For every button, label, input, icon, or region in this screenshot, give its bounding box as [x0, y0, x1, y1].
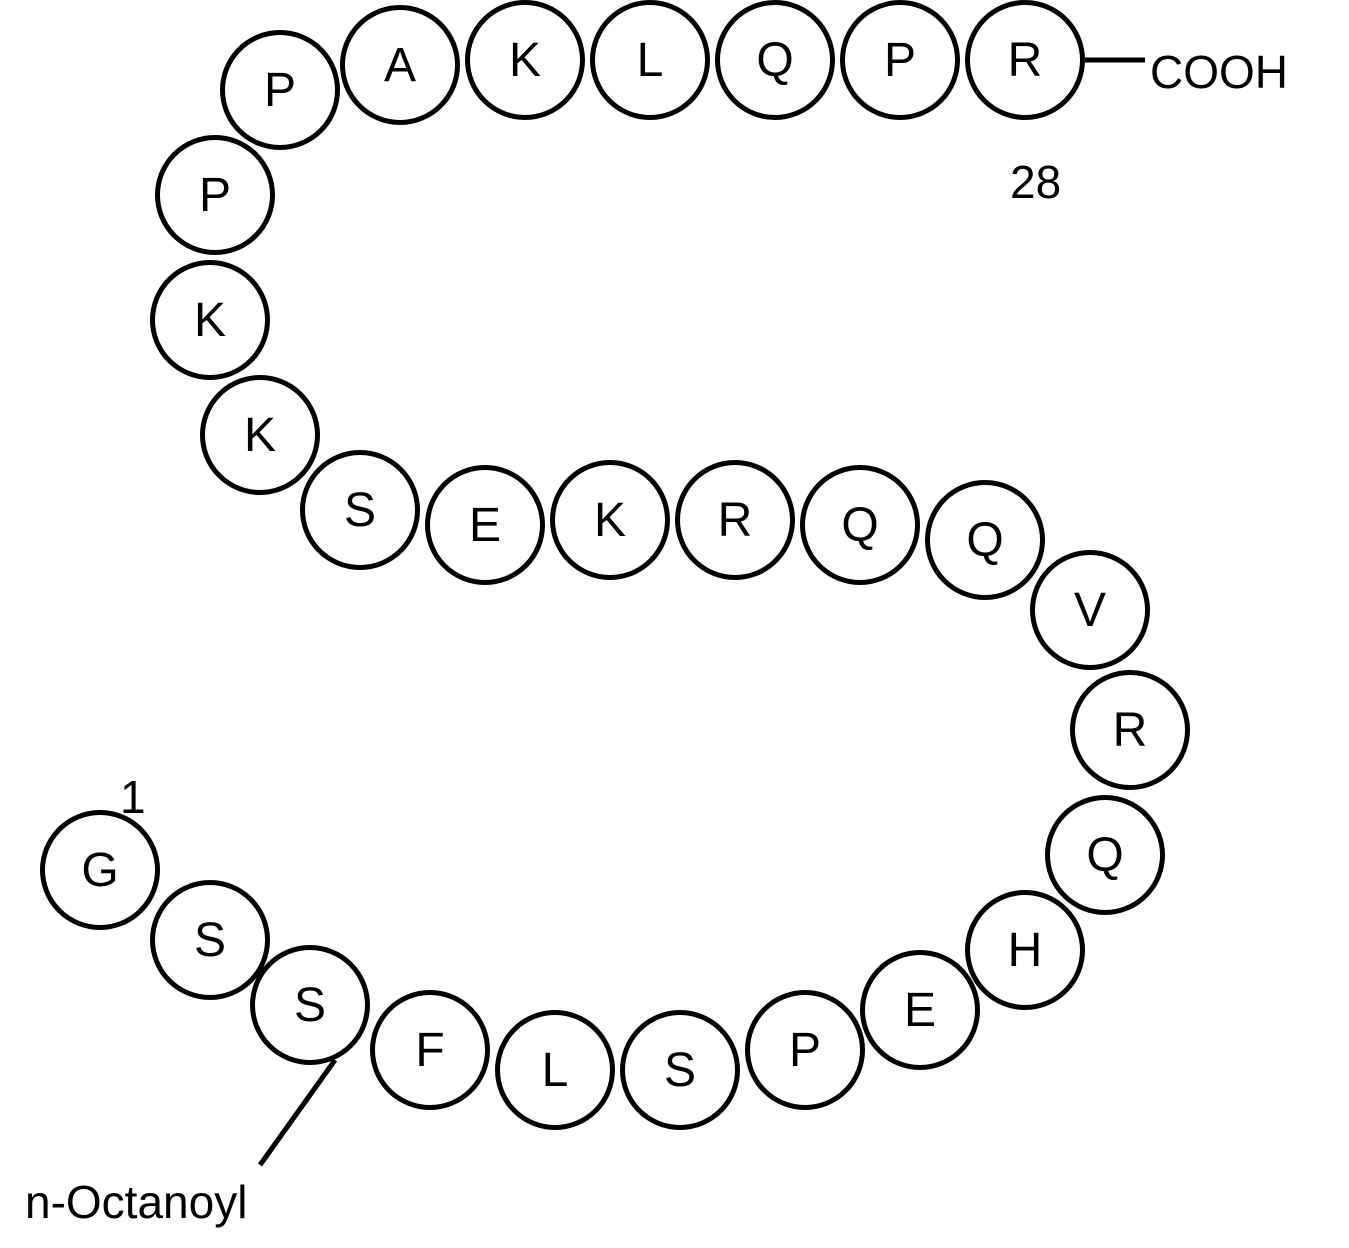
residue: S	[300, 450, 420, 570]
residue: A	[340, 5, 460, 125]
residue-letter: E	[469, 498, 501, 553]
residue: Q	[1045, 795, 1165, 915]
residue: K	[550, 460, 670, 580]
residue: E	[425, 465, 545, 585]
residue-letter: S	[294, 978, 326, 1033]
residue: L	[495, 1010, 615, 1130]
residue: K	[150, 260, 270, 380]
residue: F	[370, 990, 490, 1110]
diagram-label: 28	[1010, 155, 1061, 209]
residue: Q	[925, 480, 1045, 600]
residue-letter: K	[244, 408, 276, 463]
residue-letter: Q	[966, 513, 1003, 568]
residue-letter: Q	[841, 498, 878, 553]
residue: L	[590, 0, 710, 120]
residue: H	[965, 890, 1085, 1010]
residue: P	[840, 0, 960, 120]
residue-letter: P	[199, 168, 231, 223]
residue-letter: V	[1074, 583, 1106, 638]
residue-letter: G	[81, 843, 118, 898]
residue-letter: Q	[1086, 828, 1123, 883]
diagram-label: COOH	[1150, 45, 1288, 99]
residue-letter: R	[718, 493, 753, 548]
residue-letter: H	[1008, 923, 1043, 978]
residue-letter: K	[509, 33, 541, 88]
residue: Q	[800, 465, 920, 585]
residue: K	[465, 0, 585, 120]
residue-letter: L	[542, 1043, 569, 1098]
residue: S	[150, 880, 270, 1000]
residue-letter: K	[594, 493, 626, 548]
residue: K	[200, 375, 320, 495]
residue: P	[220, 30, 340, 150]
residue-letter: P	[884, 33, 916, 88]
residue-letter: S	[194, 913, 226, 968]
residue: R	[1070, 670, 1190, 790]
residue: S	[620, 1010, 740, 1130]
residue-letter: R	[1008, 33, 1043, 88]
residue: P	[745, 990, 865, 1110]
residue-letter: P	[789, 1023, 821, 1078]
residue-letter: E	[904, 983, 936, 1038]
diagram-label: 1	[120, 770, 146, 824]
residue: Q	[715, 0, 835, 120]
residue-letter: K	[194, 293, 226, 348]
residue-letter: A	[384, 38, 416, 93]
residue: R	[675, 460, 795, 580]
residue-letter: S	[344, 483, 376, 538]
residue-letter: F	[415, 1023, 444, 1078]
diagram-label: n-Octanoyl	[25, 1175, 247, 1229]
residue: G	[40, 810, 160, 930]
residue: R	[965, 0, 1085, 120]
residue: E	[860, 950, 980, 1070]
residue: P	[155, 135, 275, 255]
residue-letter: R	[1113, 703, 1148, 758]
residue-letter: S	[664, 1043, 696, 1098]
residue-letter: P	[264, 63, 296, 118]
residue-letter: Q	[756, 33, 793, 88]
residue: S	[250, 945, 370, 1065]
residue: V	[1030, 550, 1150, 670]
residue-letter: L	[637, 33, 664, 88]
